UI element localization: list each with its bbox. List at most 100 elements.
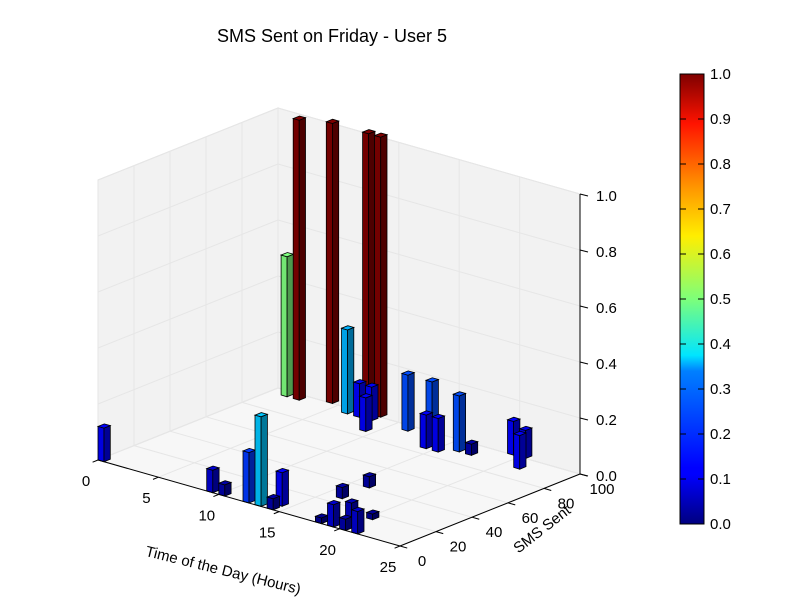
bar-side-face: [281, 469, 289, 507]
colorbar-tick-label: 0.2: [710, 426, 731, 443]
colorbar-tick-label: 0.3: [710, 381, 731, 398]
bar-top-face: [518, 425, 534, 431]
grid-line: [169, 430, 473, 518]
bar-top-face: [365, 509, 381, 515]
y-tick-label: 20: [450, 539, 467, 556]
bar-side-face: [286, 253, 294, 398]
bar: [217, 480, 233, 497]
colorbar-tick-label: 0.1: [710, 471, 731, 488]
z-tick-label: 0.2: [596, 412, 617, 429]
bar: [452, 391, 467, 453]
y-tick-label: 0: [418, 553, 426, 570]
bar: [350, 506, 366, 535]
colorbar-tick-label: 0.7: [710, 201, 731, 218]
z-tick-label: 0.0: [596, 468, 617, 485]
bar-top-face: [358, 393, 374, 399]
x-tick-label: 10: [198, 507, 215, 524]
z-tick-label: 1.0: [596, 188, 617, 205]
x-tick-label: 25: [380, 559, 397, 576]
bar-top-face: [430, 413, 446, 419]
y-axis-line: [399, 473, 581, 547]
bar-side-face: [368, 130, 376, 415]
bar-front-face: [353, 381, 361, 418]
bar-top-face: [344, 498, 360, 504]
bar-side-face: [519, 432, 527, 470]
z-tick-mark: [579, 249, 589, 253]
bar-front-face: [341, 327, 348, 415]
colorbar-tick-label: 0.9: [710, 111, 731, 128]
bar: [291, 115, 307, 401]
grid-line: [158, 404, 339, 478]
bar: [512, 430, 528, 470]
bar-top-face: [335, 482, 350, 489]
z-tick-label: 0.6: [596, 300, 617, 317]
colorbar-tick-label: 0.8: [710, 156, 731, 173]
z-tick-mark: [579, 473, 589, 477]
bar-top-face: [424, 377, 440, 383]
bar-side-face: [212, 467, 220, 494]
bar-side-face: [347, 326, 355, 415]
bar-front-face: [280, 254, 288, 398]
bar: [326, 499, 342, 528]
z-tick-label: 0.4: [596, 356, 617, 373]
bar-side-face: [458, 392, 467, 453]
grid-line: [97, 107, 279, 181]
y-tick-mark: [507, 502, 516, 506]
x-axis-line: [97, 459, 401, 547]
bar-top-face: [253, 412, 269, 418]
bar-top-face: [400, 370, 416, 376]
bar-top-face: [96, 423, 112, 429]
bar: [358, 393, 374, 433]
y-tick-label: 80: [558, 495, 575, 512]
bar-top-face: [350, 506, 366, 513]
bar: [418, 410, 434, 450]
bar-front-face: [292, 117, 300, 401]
colorbar-tick-label: 0.0: [710, 516, 731, 533]
bar-front-face: [242, 450, 250, 504]
bar-top-face: [274, 467, 290, 474]
bar-side-face: [365, 394, 373, 433]
bar: [253, 412, 269, 507]
grid-line: [241, 401, 545, 489]
bar-top-face: [352, 379, 368, 385]
z-tick-labels: 0.0 0.2 0.4 0.6 0.8 1.0: [579, 188, 617, 485]
bar-side-face: [331, 120, 340, 405]
bar: [338, 514, 354, 532]
bar: [361, 129, 377, 415]
bar-top-face: [205, 465, 221, 471]
bar: [430, 413, 446, 453]
grid-line: [97, 387, 279, 461]
grid-line: [97, 163, 279, 237]
bar: [365, 509, 381, 521]
bar-top-face: [361, 129, 377, 135]
bar-front-face: [254, 414, 262, 507]
grid-line: [97, 275, 279, 349]
bar-side-face: [380, 134, 388, 418]
bar-front-face: [452, 393, 460, 453]
y-tick-label: 40: [486, 524, 503, 541]
chart-title: SMS Sent on Friday - User 5: [217, 26, 447, 46]
bar-side-face: [298, 117, 306, 401]
bar-front-face: [513, 433, 521, 470]
bar-front-face: [327, 502, 335, 528]
x-tick-label: 15: [259, 525, 276, 542]
bar: [464, 439, 479, 456]
x-tick-label: 5: [142, 490, 150, 507]
z-tick-mark: [579, 193, 589, 197]
y-tick-mark: [543, 487, 552, 491]
bar: [400, 370, 416, 432]
colorbar-ticks: 0.0 0.1 0.2 0.3 0.4 0.5 0.6 0.7 0.8 0.9 1.0: [680, 66, 731, 533]
bar-side-face: [407, 372, 415, 432]
axes-lines: [97, 194, 581, 547]
bar: [362, 472, 377, 489]
bar-side-face: [260, 413, 268, 507]
x-tick-mark: [394, 545, 401, 549]
bar-front-face: [359, 395, 367, 433]
bar-top-face: [418, 410, 434, 416]
y-tick-mark: [471, 516, 480, 520]
bar-top-face: [362, 472, 377, 478]
bar-top-face: [291, 115, 307, 121]
z-tick-mark: [579, 361, 589, 365]
x-axis-label: Time of the Day (Hours): [144, 543, 303, 598]
bar-side-face: [333, 501, 341, 528]
